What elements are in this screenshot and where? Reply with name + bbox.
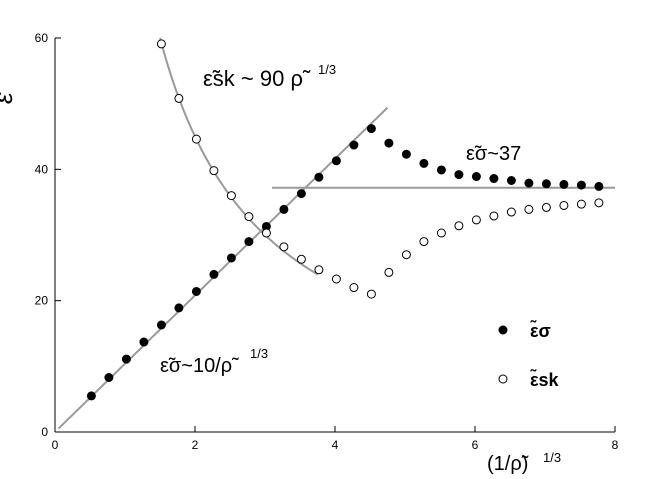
data-point-sigma (296, 189, 306, 199)
annotation-sigma-constant-text: ε̃σ~37 (466, 143, 521, 165)
data-point-sigma (104, 372, 114, 382)
y-axis-ticks: 0 20 40 60 (35, 31, 61, 439)
annotation-sigma-linear: ε̃σ~10/ρ̃ 1/3 (160, 346, 268, 377)
data-point-sk (576, 199, 586, 209)
annotation-sigma-linear-text: ε̃σ~10/ρ̃ (160, 355, 239, 377)
data-point-sigma (541, 179, 551, 189)
legend-label-sk: ε̃sk (530, 368, 560, 390)
x-axis-label-text: (1/ρ̃) (487, 453, 529, 475)
legend-marker-sigma (498, 325, 508, 335)
data-point-sk (384, 267, 394, 277)
x-tick-label: 6 (472, 438, 479, 452)
data-point-sigma (226, 253, 236, 263)
data-point-sk (506, 207, 516, 217)
data-point-sigma (174, 303, 184, 313)
data-point-sigma (524, 178, 534, 188)
data-point-sk (349, 283, 359, 293)
y-tick-label: 0 (41, 425, 48, 439)
fit-line-1 (159, 37, 319, 276)
legend: ε̃σ ε̃sk (498, 319, 560, 390)
data-point-sk (279, 242, 289, 252)
data-point-sigma (559, 179, 569, 189)
data-point-sk (559, 200, 569, 210)
x-axis-label: (1/ρ̃) 1/3 (487, 450, 561, 475)
data-point-sigma (576, 180, 586, 190)
x-tick-label: 0 (52, 438, 59, 452)
data-point-sk (174, 93, 184, 103)
data-point-sigma (156, 320, 166, 330)
y-tick-label: 60 (35, 31, 49, 45)
legend-label-sigma: ε̃σ (530, 319, 551, 341)
data-point-sk (209, 166, 219, 176)
data-point-sigma (489, 174, 499, 184)
data-point-sk (541, 202, 551, 212)
data-point-sk (419, 237, 429, 247)
data-point-sk (594, 198, 604, 208)
data-point-sk (191, 134, 201, 144)
data-point-sk (314, 265, 324, 275)
data-point-sk (401, 250, 411, 260)
data-point-sk (331, 274, 341, 284)
data-point-sigma (594, 181, 604, 191)
data-point-sk (226, 191, 236, 201)
data-point-sigma (244, 237, 254, 247)
x-tick-label: 2 (192, 438, 199, 452)
data-point-sigma (506, 175, 516, 185)
data-points (86, 39, 604, 401)
data-point-sigma (471, 172, 481, 182)
data-point-sk (296, 254, 306, 264)
annotation-sigma-linear-exponent: 1/3 (250, 346, 268, 361)
annotation-sk: ε̃sk ~ 90 ρ̃ 1/3 (203, 62, 336, 91)
data-point-sigma (314, 172, 324, 182)
legend-marker-sk (498, 374, 508, 384)
data-point-sigma (366, 124, 376, 134)
data-point-sigma (349, 140, 359, 150)
x-axis-ticks: 0 2 4 6 8 (52, 426, 619, 452)
data-point-sk (156, 39, 166, 49)
data-point-sigma (86, 391, 96, 401)
data-point-sigma (279, 204, 289, 214)
data-point-sigma (139, 337, 149, 347)
data-point-sk (244, 212, 254, 222)
data-point-sk (454, 221, 464, 231)
data-point-sk (471, 215, 481, 225)
y-axis-label: ε̃ (0, 92, 18, 106)
annotation-sigma-constant: ε̃σ~37 (466, 143, 521, 165)
data-point-sk (524, 204, 534, 214)
annotation-sk-exponent: 1/3 (318, 62, 336, 77)
data-point-sigma (331, 156, 341, 166)
data-point-sigma (121, 354, 131, 364)
x-tick-label: 8 (612, 438, 619, 452)
x-tick-label: 4 (332, 438, 339, 452)
y-tick-label: 40 (35, 162, 49, 176)
data-point-sk (366, 289, 376, 299)
annotation-sk-text: ε̃sk ~ 90 ρ̃ (203, 66, 311, 91)
data-point-sigma (191, 286, 201, 296)
data-point-sigma (436, 165, 446, 175)
data-point-sigma (209, 269, 219, 279)
data-point-sk (261, 228, 271, 238)
data-point-sk (436, 228, 446, 238)
data-point-sk (489, 211, 499, 221)
y-tick-label: 20 (35, 294, 49, 308)
data-point-sigma (419, 158, 429, 168)
data-point-sigma (454, 170, 464, 180)
data-point-sigma (401, 149, 411, 159)
y-axis-label-text: ε̃ (0, 92, 18, 106)
data-point-sigma (384, 138, 394, 148)
x-axis-label-exponent: 1/3 (543, 450, 561, 465)
